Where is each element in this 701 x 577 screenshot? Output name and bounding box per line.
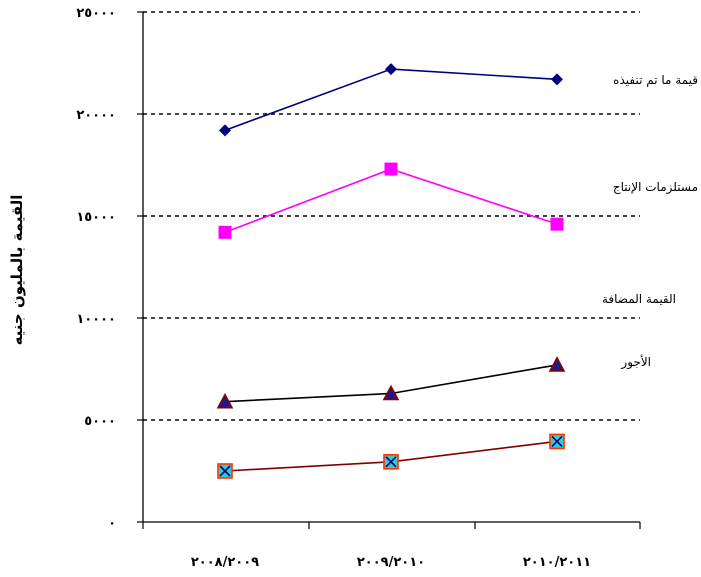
series-label: مستلزمات الإنتاج xyxy=(613,180,698,195)
y-tick-label: ٥٠٠٠ xyxy=(84,414,116,429)
data-point-xmark xyxy=(551,435,563,447)
data-point-square xyxy=(218,225,232,239)
data-point-diamond xyxy=(551,73,563,86)
data-point-triangle xyxy=(548,356,566,372)
y-tick-label: ٢٠٠٠٠ xyxy=(76,108,116,123)
series-label: القيمة المضافة xyxy=(602,292,676,306)
data-point-diamond xyxy=(385,63,397,76)
y-axis-label: القيمة بالمليون جنيه xyxy=(8,195,26,346)
x-tick-label: ٢٠٠٨/٢٠٠٩ xyxy=(191,555,259,570)
data-point-triangle xyxy=(216,392,234,409)
series-line xyxy=(224,68,558,132)
x-tick-label: ٢٠٠٩/٢٠١٠ xyxy=(357,555,425,570)
data-point-square xyxy=(550,217,564,231)
data-point-xmark xyxy=(219,465,231,477)
series-line xyxy=(224,168,558,234)
y-tick-label: ٢٥٠٠٠ xyxy=(76,6,116,21)
y-tick-label: ١٠٠٠٠ xyxy=(76,312,116,327)
data-point-diamond xyxy=(219,124,231,137)
y-tick-label: ٠ xyxy=(108,516,116,531)
y-tick-label: ١٥٠٠٠ xyxy=(76,210,116,225)
data-point-triangle xyxy=(382,384,400,401)
y-ticks: ٠ ٥٠٠٠ ١٠٠٠٠ ١٥٠٠٠ ٢٠٠٠٠ ٢٥٠٠٠ xyxy=(76,6,143,531)
series-label: قيمة ما تم تنفيذه xyxy=(613,73,698,87)
series-group xyxy=(216,63,566,479)
data-point-xmark xyxy=(385,456,397,468)
grid-lines xyxy=(143,11,640,421)
data-point-square xyxy=(384,162,398,176)
x-ticks: ٢٠٠٨/٢٠٠٩ ٢٠٠٩/٢٠١٠ ٢٠١٠/٢٠١١ xyxy=(142,522,641,570)
series-label: الأجور xyxy=(620,354,651,370)
x-tick-label: ٢٠١٠/٢٠١١ xyxy=(523,555,591,570)
series-labels: قيمة ما تم تنفيذه مستلزمات الإنتاج القيمة … xyxy=(602,73,698,370)
